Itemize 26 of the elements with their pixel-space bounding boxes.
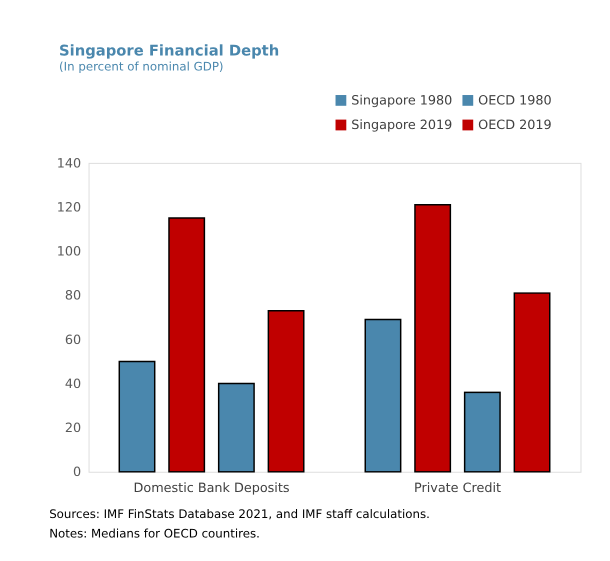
y-tick-label: 20 xyxy=(64,421,82,436)
bar xyxy=(268,310,305,473)
y-tick-label: 40 xyxy=(64,376,82,392)
legend-label: Singapore 1980 xyxy=(351,93,452,108)
bar xyxy=(364,318,402,473)
y-tick-label: 120 xyxy=(56,200,82,216)
legend-label: OECD 1980 xyxy=(478,93,552,108)
chart-subtitle: (In percent of nominal GDP) xyxy=(59,59,224,74)
x-tick-label: Domestic Bank Deposits xyxy=(134,480,290,496)
legend-label: Singapore 2019 xyxy=(351,118,452,133)
y-tick-label: 140 xyxy=(56,156,82,172)
y-tick-label: 0 xyxy=(73,465,82,480)
source-note: Sources: IMF FinStats Database 2021, and IMF staff calculations. xyxy=(49,507,430,522)
chart-title: Singapore Financial Depth xyxy=(59,42,280,60)
x-tick-label: Private Credit xyxy=(414,480,502,496)
y-tick-label: 80 xyxy=(64,288,82,304)
y-tick-label: 60 xyxy=(64,332,82,348)
y-tick-label: 100 xyxy=(56,244,82,260)
bar xyxy=(514,292,550,473)
legend-label: OECD 2019 xyxy=(478,118,552,133)
bar xyxy=(118,360,156,473)
bar xyxy=(414,204,452,473)
bar xyxy=(168,217,206,473)
bar xyxy=(464,392,501,473)
bar xyxy=(218,382,255,473)
text: Notes: Medians for OECD countires. xyxy=(49,526,260,541)
